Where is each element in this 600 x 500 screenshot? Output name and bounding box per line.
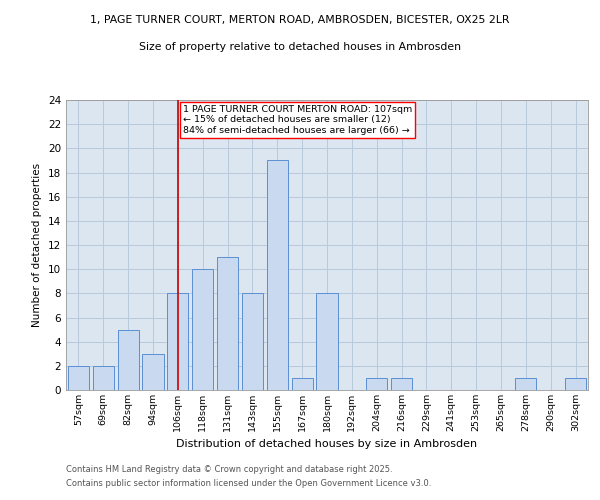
Bar (316, 294, 338, 390)
Bar (192, 269, 213, 390)
Bar (366, 378, 387, 390)
Text: 1, PAGE TURNER COURT, MERTON ROAD, AMBROSDEN, BICESTER, OX25 2LR: 1, PAGE TURNER COURT, MERTON ROAD, AMBRO… (90, 15, 510, 25)
Bar (118, 330, 139, 390)
Bar (217, 257, 238, 390)
Bar (68, 366, 89, 390)
Bar (242, 294, 263, 390)
Bar (167, 294, 188, 390)
Bar (515, 378, 536, 390)
Text: Size of property relative to detached houses in Ambrosden: Size of property relative to detached ho… (139, 42, 461, 52)
Bar (267, 160, 288, 390)
Text: 1 PAGE TURNER COURT MERTON ROAD: 107sqm
← 15% of detached houses are smaller (12: 1 PAGE TURNER COURT MERTON ROAD: 107sqm … (183, 105, 412, 134)
Bar (565, 378, 586, 390)
X-axis label: Distribution of detached houses by size in Ambrosden: Distribution of detached houses by size … (176, 440, 478, 450)
Bar (142, 354, 164, 390)
Text: Contains public sector information licensed under the Open Government Licence v3: Contains public sector information licen… (66, 479, 431, 488)
Y-axis label: Number of detached properties: Number of detached properties (32, 163, 43, 327)
Bar (93, 366, 114, 390)
Text: Contains HM Land Registry data © Crown copyright and database right 2025.: Contains HM Land Registry data © Crown c… (66, 466, 392, 474)
Bar (292, 378, 313, 390)
Bar (391, 378, 412, 390)
